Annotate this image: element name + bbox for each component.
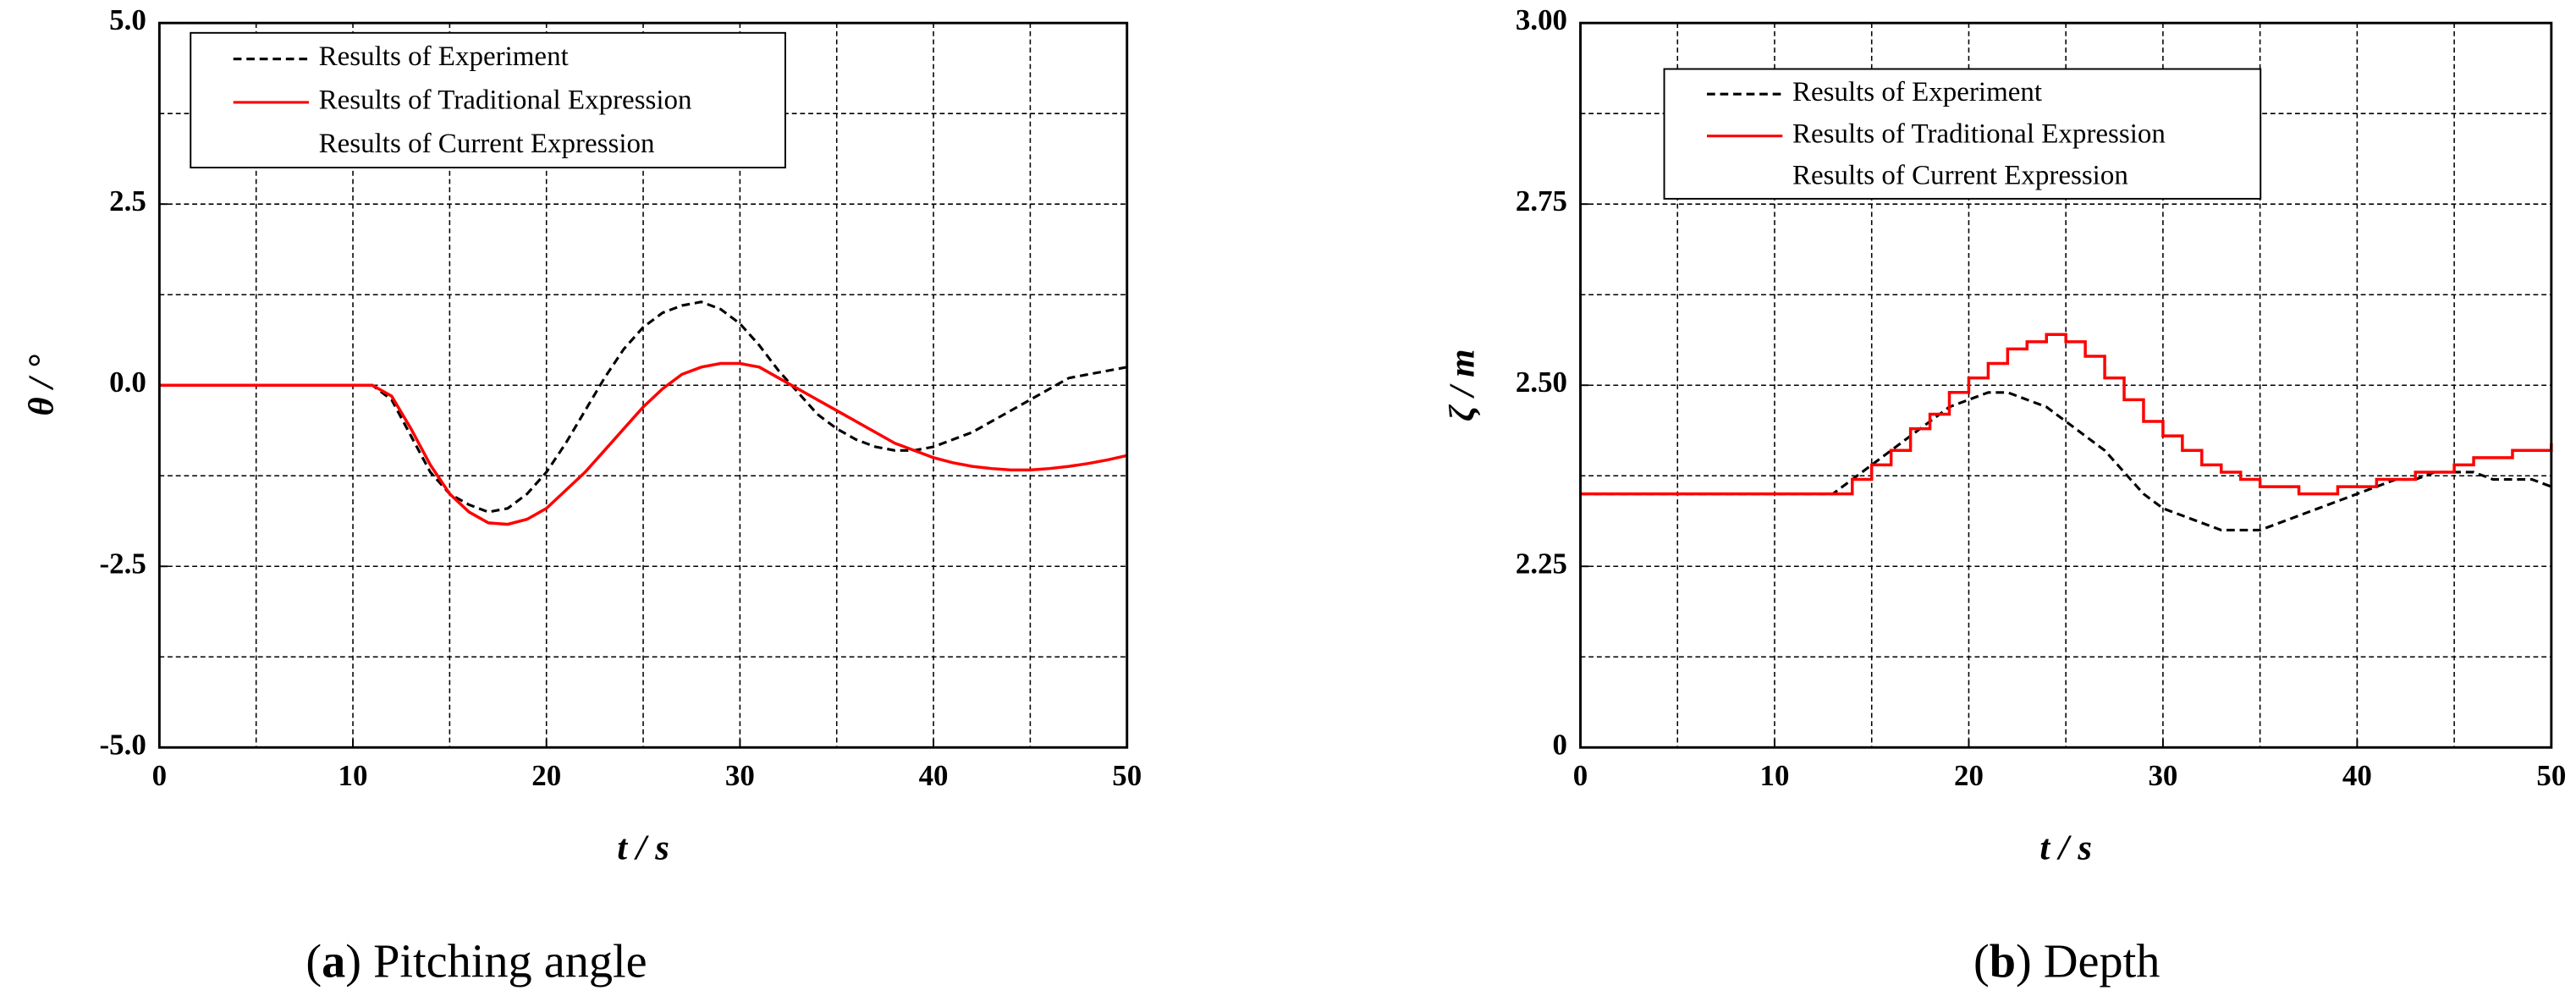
y-tick-label: 0 xyxy=(1553,728,1567,761)
x-tick-label: 50 xyxy=(1112,759,1142,792)
x-tick-label: 40 xyxy=(919,759,949,792)
y-tick-label: 0.0 xyxy=(109,366,146,399)
caption: (b) Depth xyxy=(1973,935,2160,988)
y-tick-label: 2.75 xyxy=(1516,184,1567,217)
x-tick-label: 10 xyxy=(1760,759,1790,792)
legend-label: Results of Experiment xyxy=(319,41,569,72)
y-tick-label: 2.50 xyxy=(1516,366,1567,399)
y-axis-title: ζ / m xyxy=(1442,349,1482,421)
series-line xyxy=(159,361,1128,526)
plot-frame xyxy=(1579,21,2553,749)
caption: (a) Pitching angle xyxy=(305,935,647,988)
x-tick-label: 20 xyxy=(531,759,561,792)
y-tick-label: 2.5 xyxy=(109,184,146,217)
y-tick-label: -2.5 xyxy=(100,547,146,580)
legend-label: Results of Experiment xyxy=(1792,77,2042,107)
x-tick-label: 40 xyxy=(2342,759,2372,792)
x-tick-label: 10 xyxy=(339,759,368,792)
series-line xyxy=(1580,333,2553,496)
x-tick-label: 20 xyxy=(1954,759,1984,792)
caption-part: ) Depth xyxy=(2016,935,2160,988)
legend-label: Results of Traditional Expression xyxy=(1792,118,2166,149)
y-tick-label: -5.0 xyxy=(100,728,146,761)
caption-part: ( xyxy=(1973,935,1990,988)
x-tick-label: 30 xyxy=(2148,759,2177,792)
x-axis-title: t / s xyxy=(617,828,669,867)
caption-part: b xyxy=(1990,935,2016,988)
x-tick-label: 0 xyxy=(1573,759,1588,792)
legend-box xyxy=(190,31,786,168)
y-axis-title: θ / ° xyxy=(21,355,61,415)
y-tick-label: 3.00 xyxy=(1516,3,1567,36)
y-tick-label: 5.0 xyxy=(109,3,146,36)
y-tick-label: 2.25 xyxy=(1516,547,1567,580)
legend-label: Results of Current Expression xyxy=(319,129,655,159)
x-tick-label: 0 xyxy=(152,759,167,792)
caption-part: ) Pitching angle xyxy=(345,935,647,988)
x-tick-label: 50 xyxy=(2536,759,2566,792)
plot-frame xyxy=(157,21,1129,749)
caption-part: a xyxy=(322,935,345,988)
x-axis-title: t / s xyxy=(2039,828,2092,867)
caption-part: ( xyxy=(305,935,322,988)
x-tick-label: 30 xyxy=(725,759,755,792)
legend-label: Results of Current Expression xyxy=(1792,161,2128,191)
legend-box xyxy=(1663,68,2262,200)
legend-label: Results of Traditional Expression xyxy=(319,85,692,116)
